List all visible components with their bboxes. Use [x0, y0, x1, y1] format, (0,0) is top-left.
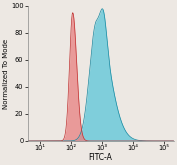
X-axis label: FITC-A: FITC-A: [89, 152, 113, 162]
Y-axis label: Normalized To Mode: Normalized To Mode: [4, 38, 10, 109]
